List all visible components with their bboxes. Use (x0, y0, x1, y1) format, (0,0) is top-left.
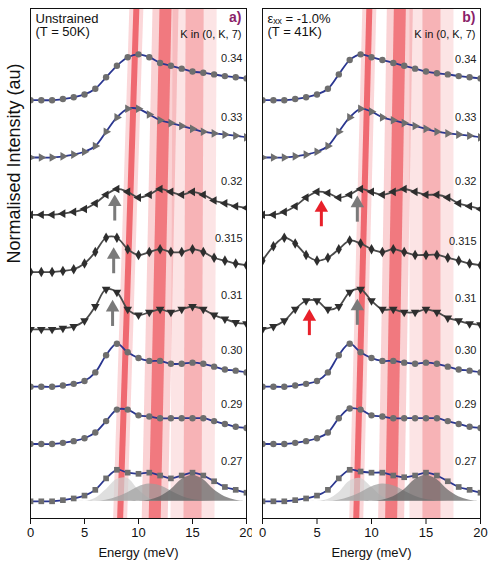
svg-text:0.315: 0.315 (449, 235, 477, 247)
svg-text:0.315: 0.315 (215, 232, 243, 244)
svg-text:0.30: 0.30 (221, 344, 242, 356)
svg-text:20: 20 (473, 525, 487, 540)
svg-text:10: 10 (131, 525, 145, 540)
svg-text:0: 0 (259, 525, 266, 540)
svg-text:K in (0, K, 7): K in (0, K, 7) (180, 28, 241, 40)
svg-text:Energy (meV): Energy (meV) (98, 545, 178, 560)
svg-text:0.29: 0.29 (455, 398, 476, 410)
svg-text:Energy (meV): Energy (meV) (331, 545, 411, 560)
svg-text:5: 5 (313, 525, 320, 540)
svg-text:Normalised Intensity (au): Normalised Intensity (au) (4, 63, 24, 263)
svg-text:0.34: 0.34 (221, 52, 242, 64)
svg-text:0.33: 0.33 (455, 111, 476, 123)
svg-text:0.33: 0.33 (221, 111, 242, 123)
svg-text:0.31: 0.31 (221, 289, 242, 301)
svg-text:εₓₓ = -1.0%(T = 41K): εₓₓ = -1.0%(T = 41K) (268, 11, 332, 39)
svg-text:0.31: 0.31 (455, 292, 476, 304)
svg-text:K in (0, K, 7): K in (0, K, 7) (414, 28, 475, 40)
svg-text:0.32: 0.32 (221, 175, 242, 187)
svg-text:0.32: 0.32 (455, 175, 476, 187)
svg-text:15: 15 (185, 525, 199, 540)
svg-text:Unstrained(T = 50K): Unstrained(T = 50K) (36, 11, 99, 39)
svg-text:0.27: 0.27 (455, 455, 476, 467)
svg-text:0.27: 0.27 (221, 455, 242, 467)
svg-text:0: 0 (27, 525, 34, 540)
svg-text:5: 5 (81, 525, 88, 540)
svg-text:0.34: 0.34 (455, 53, 476, 65)
svg-text:20: 20 (239, 525, 252, 540)
svg-text:b): b) (462, 9, 475, 25)
svg-text:10: 10 (364, 525, 378, 540)
svg-text:a): a) (229, 9, 241, 25)
svg-text:0.30: 0.30 (455, 344, 476, 356)
svg-text:15: 15 (419, 525, 433, 540)
svg-text:0.29: 0.29 (221, 398, 242, 410)
